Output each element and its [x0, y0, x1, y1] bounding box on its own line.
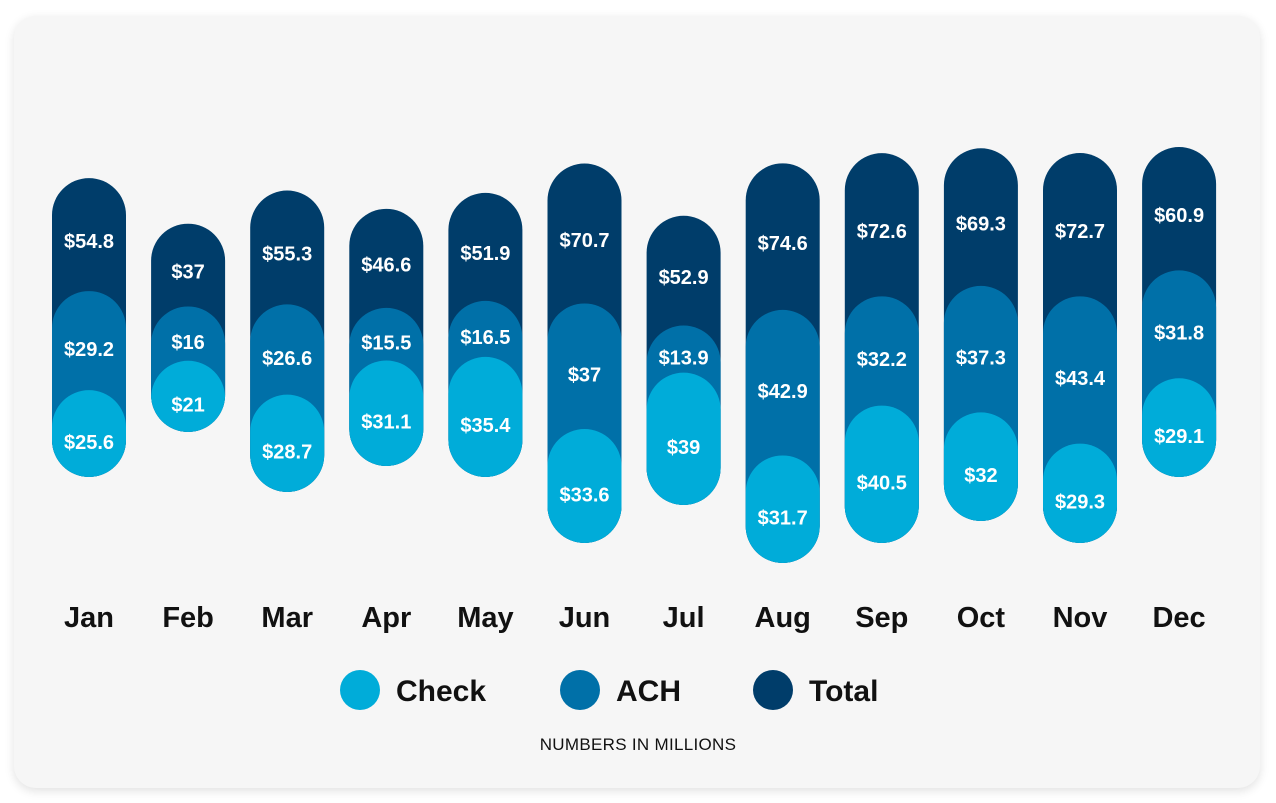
x-tick-jan: Jan [64, 602, 114, 634]
label-total-jan: $54.8 [64, 231, 114, 253]
label-ach-sep: $32.2 [857, 349, 907, 371]
units-note: NUMBERS IN MILLIONS [539, 735, 737, 754]
bar-check-apr [349, 360, 424, 466]
label-total-mar: $55.3 [262, 244, 312, 266]
label-ach-feb: $16 [171, 332, 204, 354]
legend-swatch-check [340, 670, 380, 710]
label-ach-apr: $15.5 [361, 332, 411, 354]
label-check-jul: $39 [667, 437, 700, 459]
label-total-jun: $70.7 [559, 230, 609, 252]
label-total-apr: $46.6 [361, 255, 411, 277]
bar-check-mar [250, 394, 325, 492]
legend-swatch-ach [560, 670, 600, 710]
label-total-aug: $74.6 [758, 233, 808, 255]
label-check-jun: $33.6 [559, 484, 609, 506]
label-total-sep: $72.6 [857, 221, 907, 243]
bar-group-dec: $60.9 $31.8 $29.1 Dec [1142, 147, 1217, 634]
label-total-nov: $72.7 [1055, 221, 1105, 243]
bar-group-feb: $37 $16 $21 Feb [151, 223, 226, 634]
bar-check-oct [943, 412, 1018, 521]
label-check-sep: $40.5 [857, 473, 907, 495]
label-ach-mar: $26.6 [262, 348, 312, 370]
legend-label-ach: ACH [616, 675, 681, 708]
label-ach-aug: $42.9 [758, 381, 808, 403]
x-tick-mar: Mar [261, 602, 313, 634]
label-total-oct: $69.3 [956, 213, 1006, 235]
label-total-may: $51.9 [460, 243, 510, 265]
x-tick-may: May [457, 602, 513, 634]
legend-label-total: Total [809, 675, 878, 708]
bar-check-jul [646, 372, 721, 506]
legend-label-check: Check [396, 675, 486, 708]
label-ach-jul: $13.9 [659, 347, 709, 369]
x-tick-jul: Jul [663, 602, 705, 634]
bar-group-apr: $46.6 $15.5 $31.1 Apr [349, 208, 424, 634]
bar-group-aug: $74.6 $42.9 $31.7 Aug [745, 163, 820, 634]
label-check-aug: $31.7 [758, 508, 808, 530]
bar-group-may: $51.9 $16.5 $35.4 May [448, 192, 523, 634]
legend-item-check: Check [340, 670, 486, 710]
legend: Check ACH Total [340, 670, 878, 710]
bar-check-jan [52, 390, 126, 477]
label-ach-may: $16.5 [460, 327, 510, 349]
label-check-mar: $28.7 [262, 442, 312, 464]
label-check-dec: $29.1 [1154, 426, 1204, 448]
bar-check-jun [547, 428, 622, 543]
label-total-dec: $60.9 [1154, 205, 1204, 227]
label-ach-jun: $37 [568, 365, 601, 387]
label-check-jan: $25.6 [64, 432, 114, 454]
bar-check-dec [1142, 378, 1217, 478]
bar-group-oct: $69.3 $37.3 $32 Oct [943, 148, 1018, 634]
x-tick-aug: Aug [755, 602, 811, 634]
x-tick-sep: Sep [855, 602, 908, 634]
bar-group-jul: $52.9 $13.9 $39 Jul [646, 215, 721, 634]
label-ach-jan: $29.2 [64, 339, 114, 361]
bar-group-nov: $72.7 $43.4 $29.3 Nov [1043, 153, 1117, 634]
bar-group-mar: $55.3 $26.6 $28.7 Mar [250, 190, 325, 634]
label-check-may: $35.4 [460, 415, 511, 437]
legend-item-ach: ACH [560, 670, 681, 710]
bar-check-aug [745, 455, 820, 563]
legend-swatch-total [753, 670, 793, 710]
bar-check-sep [844, 405, 919, 543]
bar-group-sep: $72.6 $32.2 $40.5 Sep [844, 153, 919, 634]
label-total-feb: $37 [171, 261, 204, 283]
bar-group-jan: $54.8 $29.2 $25.6 Jan [52, 178, 126, 634]
x-tick-jun: Jun [559, 602, 611, 634]
x-tick-oct: Oct [957, 602, 1006, 634]
label-check-feb: $21 [171, 395, 204, 417]
bar-check-may [448, 356, 523, 477]
x-tick-nov: Nov [1053, 602, 1108, 634]
x-tick-apr: Apr [361, 602, 411, 634]
bar-group-jun: $70.7 $37 $33.6 Jun [547, 163, 622, 634]
label-ach-nov: $43.4 [1055, 368, 1106, 390]
label-check-apr: $31.1 [361, 412, 411, 434]
label-ach-oct: $37.3 [956, 347, 1006, 369]
x-tick-dec: Dec [1152, 602, 1205, 634]
label-check-oct: $32 [964, 465, 997, 487]
label-ach-dec: $31.8 [1154, 323, 1204, 345]
bar-check-nov [1043, 443, 1117, 543]
x-tick-feb: Feb [162, 602, 214, 634]
label-check-nov: $29.3 [1055, 492, 1105, 514]
bar-check-feb [151, 360, 226, 433]
label-total-jul: $52.9 [659, 267, 709, 289]
legend-item-total: Total [753, 670, 878, 710]
